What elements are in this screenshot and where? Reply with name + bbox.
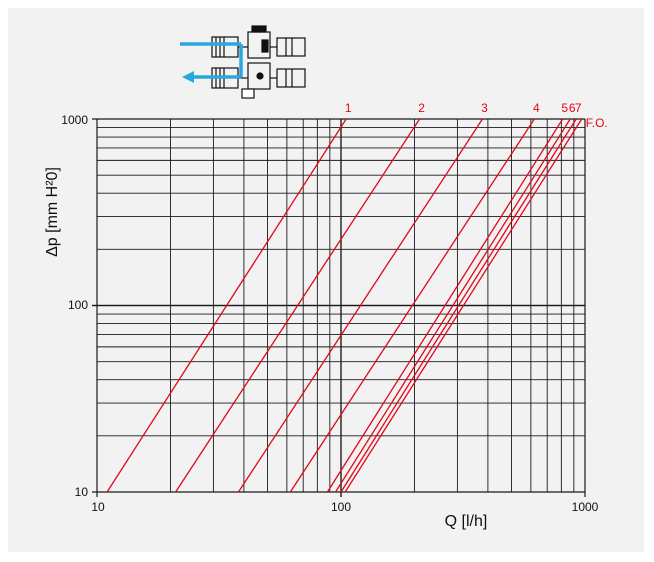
- y-tick-label-1000: 1000: [61, 113, 88, 127]
- curve-label-7: 7: [575, 101, 582, 115]
- curve-label-5: 5: [561, 101, 568, 115]
- x-axis-title: Q [l/h]: [445, 513, 488, 530]
- curve-label-fo: F.O.: [586, 116, 608, 130]
- y-tick-label-100: 100: [68, 298, 88, 312]
- x-tick-label-1000: 1000: [572, 500, 599, 514]
- curve-label-2: 2: [418, 101, 425, 115]
- x-tick-label-100: 100: [331, 500, 351, 514]
- chart-grid: [92, 119, 585, 497]
- chart-curves: 1 2 3 4 5 6 7F.O.: [107, 101, 608, 492]
- y-axis-title: Δp [mm H²0]: [44, 167, 61, 257]
- curve-label-1: 1: [345, 101, 352, 115]
- valve-diagram-icon: [180, 26, 305, 98]
- curve-label-4: 4: [533, 101, 540, 115]
- x-tick-label-10: 10: [91, 500, 105, 514]
- y-tick-label-10: 10: [75, 485, 89, 499]
- curve-label-3: 3: [481, 101, 488, 115]
